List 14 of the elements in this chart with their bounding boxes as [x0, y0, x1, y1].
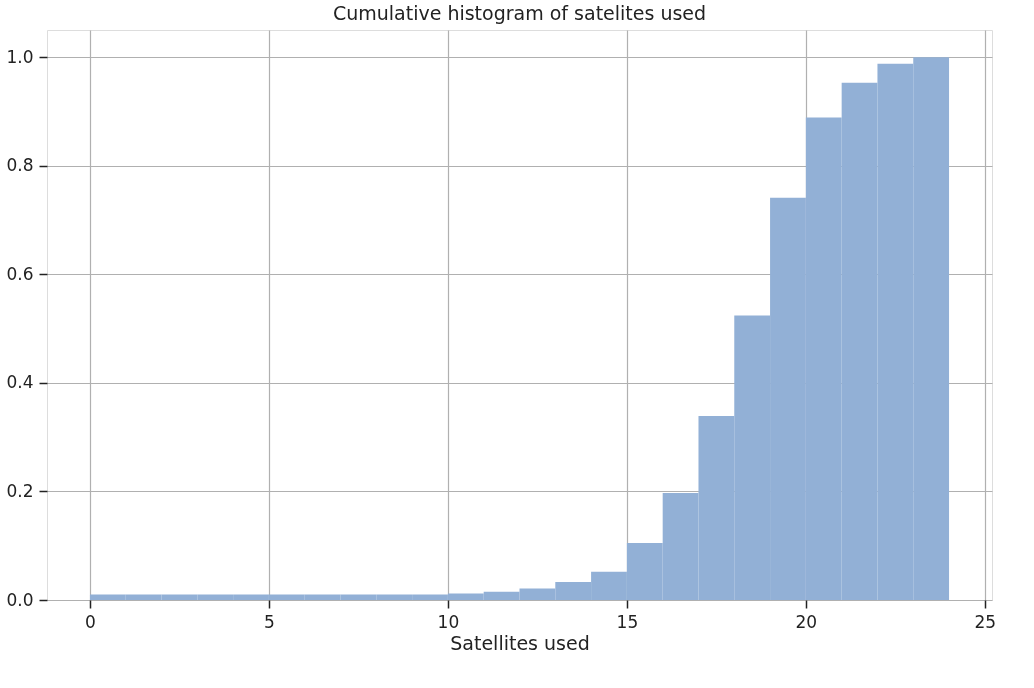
chart-title: Cumulative histogram of satelites used	[332, 2, 707, 24]
x-tick-label: 10	[437, 611, 460, 632]
y-tick-label: 0.0	[6, 589, 34, 610]
y-tick-label: 1.0	[6, 46, 34, 67]
x-tick-label: 20	[795, 611, 818, 632]
x-axis-title: Satellites used	[450, 631, 590, 654]
y-tick-label: 0.2	[6, 480, 34, 501]
x-tick-label: 5	[264, 611, 275, 632]
y-tick-label: 0.8	[6, 155, 34, 176]
x-tick-label: 25	[974, 611, 997, 632]
x-tick-label: 0	[85, 611, 96, 632]
y-tick-label: 0.4	[6, 372, 34, 393]
x-tick-label: 15	[616, 611, 639, 632]
y-tick-label: 0.6	[6, 263, 34, 284]
